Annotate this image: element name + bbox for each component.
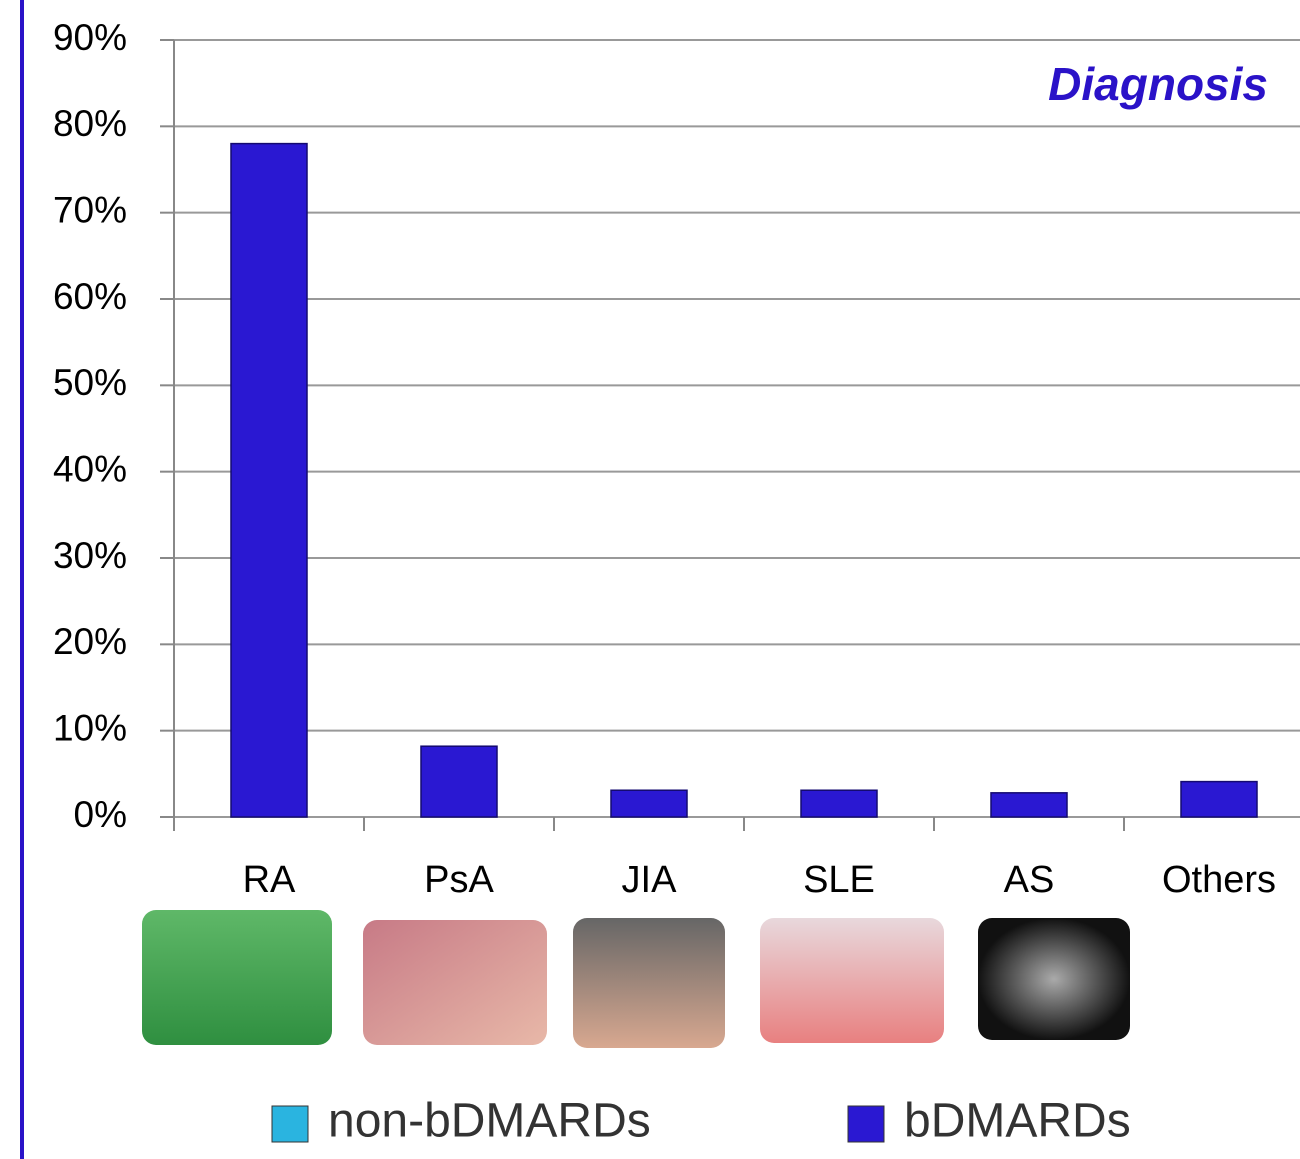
x-tick-label: PsA <box>424 859 494 901</box>
bar <box>611 790 687 817</box>
y-tick-label: 10% <box>53 707 127 748</box>
x-tick-label: RA <box>243 859 296 901</box>
bar <box>801 790 877 817</box>
photo-as <box>978 918 1130 1040</box>
y-tick-label: 80% <box>53 103 127 144</box>
x-tick-label: AS <box>1004 859 1055 901</box>
photo-psa <box>363 920 547 1045</box>
y-tick-label: 20% <box>53 621 127 662</box>
bar <box>421 746 497 817</box>
y-tick-label: 30% <box>53 535 127 576</box>
left-border <box>20 0 24 1159</box>
y-tick-label: 0% <box>74 794 127 835</box>
photo-ra <box>142 910 332 1045</box>
bar <box>1181 782 1257 817</box>
x-tick-label: JIA <box>622 859 678 901</box>
x-tick-label: SLE <box>803 859 875 901</box>
annotation: Diagnosis <box>1048 58 1268 110</box>
photo-jia <box>573 918 725 1048</box>
legend-swatch <box>272 1106 308 1142</box>
photo-sle <box>760 918 944 1043</box>
y-tick-label: 70% <box>53 189 127 230</box>
legend-label: bDMARDs <box>904 1095 1131 1148</box>
y-tick-label: 40% <box>53 448 127 489</box>
bar <box>991 793 1067 817</box>
y-tick-label: 90% <box>53 17 127 58</box>
chart: Diagnosis 0% 10% 20% 30% 40% 50% 60% 70% 80% 90% R… <box>0 0 1300 1159</box>
legend-label: non-bDMARDs <box>328 1095 651 1148</box>
x-tick-label: Others <box>1162 859 1276 901</box>
bar <box>231 144 307 817</box>
y-tick-label: 60% <box>53 276 127 317</box>
y-tick-label: 50% <box>53 362 127 403</box>
photos <box>142 910 1130 1048</box>
legend-swatch <box>848 1106 884 1142</box>
